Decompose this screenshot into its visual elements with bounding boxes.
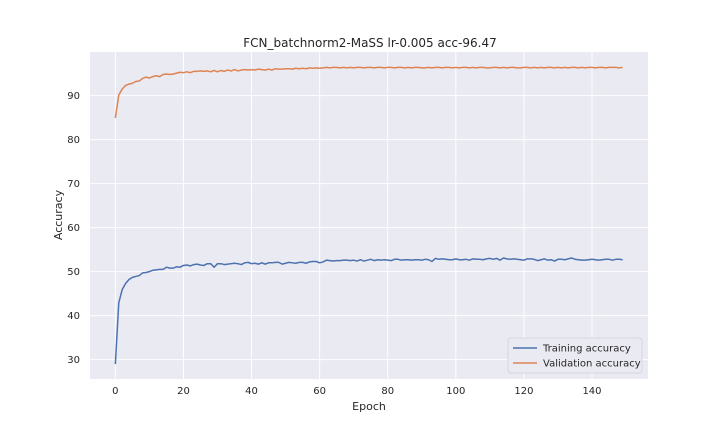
x-tick-label: 80: [381, 386, 394, 397]
x-tick-label: 140: [582, 386, 601, 397]
x-tick-label: 40: [245, 386, 258, 397]
x-axis-label: Epoch: [352, 400, 386, 413]
grid-lines: [90, 52, 648, 379]
x-tick-label: 20: [177, 386, 190, 397]
y-tick-label: 60: [67, 223, 80, 234]
y-tick-label: 90: [67, 91, 80, 102]
legend-label: Validation accuracy: [543, 359, 641, 370]
x-tick-label: 0: [112, 386, 118, 397]
y-tick-label: 50: [67, 267, 80, 278]
chart-title: FCN_batchnorm2-MaSS lr-0.005 acc-96.47: [243, 36, 496, 50]
x-tick-label: 100: [446, 386, 465, 397]
y-tick-labels: 30 40 50 60 70 80 90: [67, 91, 80, 366]
series-lines: [114, 66, 623, 365]
y-tick-label: 80: [67, 135, 80, 146]
x-tick-label: 60: [313, 386, 326, 397]
legend: Training accuracy Validation accuracy: [507, 337, 643, 374]
legend-box: [507, 337, 643, 374]
legend-label: Training accuracy: [542, 344, 631, 355]
plot-background: [90, 52, 648, 379]
x-tick-labels: 0 20 40 60 80 100 120 140: [112, 386, 601, 397]
y-tick-label: 70: [67, 179, 80, 190]
y-tick-label: 40: [67, 311, 80, 322]
series-line-validation: [114, 66, 623, 119]
series-line-training: [114, 257, 623, 365]
x-tick-label: 120: [514, 386, 533, 397]
y-tick-label: 30: [67, 355, 80, 366]
y-axis-label: Accuracy: [52, 189, 65, 240]
